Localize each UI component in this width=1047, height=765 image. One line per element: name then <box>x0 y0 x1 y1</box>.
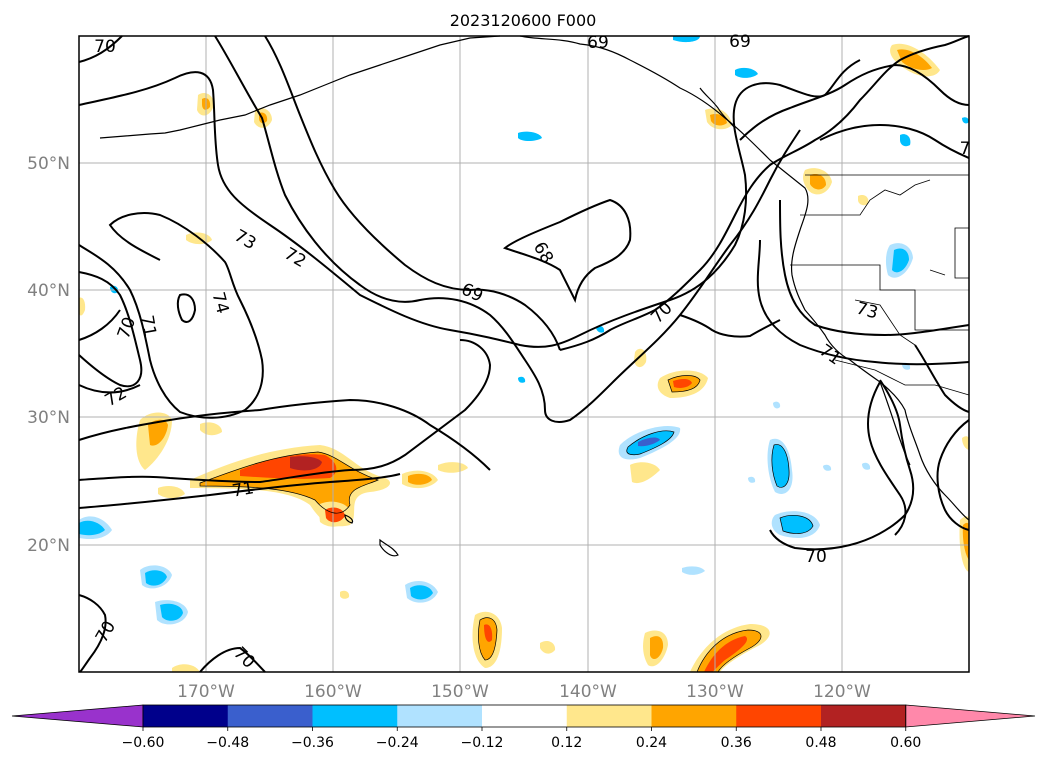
contour-label: 70 <box>805 547 827 567</box>
colorbar-extend-high <box>905 704 1036 728</box>
colorbar: −0.60 −0.48 −0.36 −0.24 −0.12 0.12 0.24 0.36 0.4… <box>11 704 1036 751</box>
colorbar-segment <box>227 705 313 727</box>
colorbar-tick-label: −0.24 <box>376 735 419 751</box>
contour-label: 7 <box>960 139 971 159</box>
lat-label: 20°N <box>27 536 70 556</box>
colorbar-segment <box>821 705 907 727</box>
contour-label: 71 <box>231 478 256 501</box>
colorbar-tick-label: 0.24 <box>636 735 667 751</box>
colorbar-tick-label: −0.48 <box>206 735 249 751</box>
lat-label: 30°N <box>27 408 70 428</box>
colorbar-tick-label: −0.60 <box>122 735 165 751</box>
longitude-labels: 170°W 160°W 150°W 140°W 130°W 120°W <box>177 682 871 702</box>
colorbar-segment <box>397 705 483 727</box>
lon-label: 140°W <box>559 682 617 702</box>
latitude-labels: 50°N 40°N 30°N 20°N <box>27 154 70 556</box>
contour-label: 69 <box>587 33 609 53</box>
colorbar-extend-low <box>11 704 144 728</box>
contour-label: 69 <box>729 32 751 52</box>
lon-label: 120°W <box>813 682 871 702</box>
lon-label: 150°W <box>431 682 489 702</box>
graticule <box>79 36 969 672</box>
lat-label: 40°N <box>27 281 70 301</box>
map-title: 2023120600 F000 <box>450 11 597 30</box>
lat-label: 50°N <box>27 154 70 174</box>
map-frame <box>78 35 970 673</box>
colorbar-segment <box>312 705 398 727</box>
colorbar-tick-label: 0.48 <box>805 735 836 751</box>
lon-label: 160°W <box>304 682 362 702</box>
colorbar-segment <box>566 705 652 727</box>
colorbar-outline <box>142 704 907 728</box>
colorbar-tick-label: −0.36 <box>291 735 334 751</box>
contour-lines <box>78 35 970 673</box>
map-panel <box>79 36 969 672</box>
colorbar-tick-label: −0.12 <box>461 735 504 751</box>
colorbar-tick-label: 0.36 <box>721 735 752 751</box>
colorbar-segment <box>736 705 822 727</box>
contour-label: 71 <box>136 314 159 339</box>
colorbar-segment <box>482 705 568 727</box>
shading-outlines <box>199 375 814 673</box>
colorbar-segment <box>651 705 737 727</box>
lon-label: 170°W <box>177 682 235 702</box>
colorbar-tick-label: 0.12 <box>551 735 582 751</box>
colorbar-segment <box>143 705 229 727</box>
colorbar-tick-label: 0.60 <box>890 735 921 751</box>
contour-label: 70 <box>94 37 116 57</box>
lon-label: 130°W <box>686 682 744 702</box>
